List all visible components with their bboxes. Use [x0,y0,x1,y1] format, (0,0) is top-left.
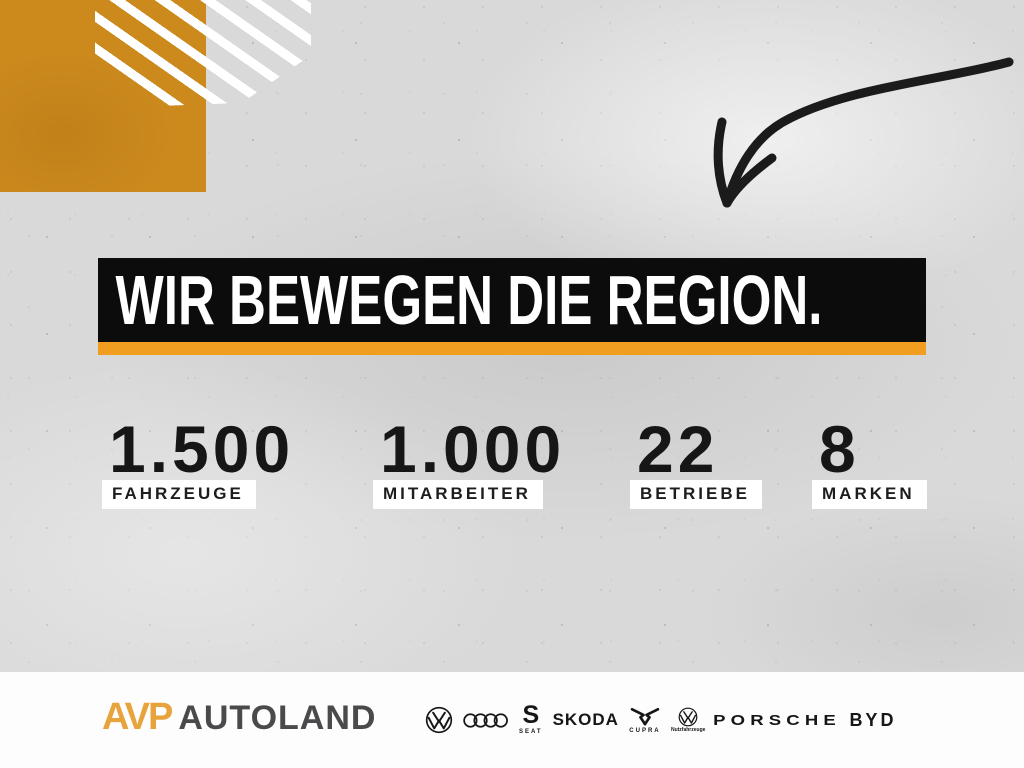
stat-label: FAHRZEUGE [102,480,256,510]
headline-text: WIR BEWEGEN DIE REGION. [115,261,823,339]
stat-value: 1.000 [380,412,566,486]
autoland-wordmark: AUTOLAND [178,699,377,737]
byd-wordmark: BYD [849,709,897,730]
skoda-wordmark: SKODA [552,710,619,729]
stat-value: 8 [819,412,860,486]
stat-label: BETRIEBE [630,480,762,510]
seat-wordmark: SEAT [519,728,543,735]
vw-commercial-logo: Nutzfahrzeuge [671,707,705,733]
seat-s-icon: S [522,701,540,730]
stat-label: MARKEN [812,480,927,510]
brand-logo-strip: S SEAT SKODA CUPRA [425,672,896,768]
stat-label: MITARBEITER [373,480,543,510]
stat-value: 1.500 [109,412,295,486]
cupra-logo: CUPRA [629,707,661,734]
cupra-emblem-icon [630,707,660,725]
stat-marken: 8 MARKEN [812,412,927,510]
porsche-wordmark: PORSCHE [713,711,842,728]
stat-betriebe: 22 BETRIEBE [630,412,762,510]
vw-commercial-icon [678,707,698,727]
stat-mitarbeiter: 1.000 MITARBEITER [373,412,566,510]
avp-autoland-logo: AVP AUTOLAND [102,698,376,736]
curved-arrow-icon [713,57,1014,208]
avp-wordmark: AVP [102,696,173,738]
stat-fahrzeuge: 1.500 FAHRZEUGE [102,412,295,510]
headline-underline-decor [98,342,926,355]
footer-bar: AVP AUTOLAND S S [0,672,1024,768]
stat-value: 22 [637,412,719,486]
headline-banner: WIR BEWEGEN DIE REGION. [98,258,926,342]
audi-rings-icon [463,712,508,728]
cupra-wordmark: CUPRA [629,727,661,734]
vw-logo-icon [425,706,453,734]
seat-logo: S SEAT [519,701,543,735]
vw-commercial-wordmark: Nutzfahrzeuge [670,727,706,733]
